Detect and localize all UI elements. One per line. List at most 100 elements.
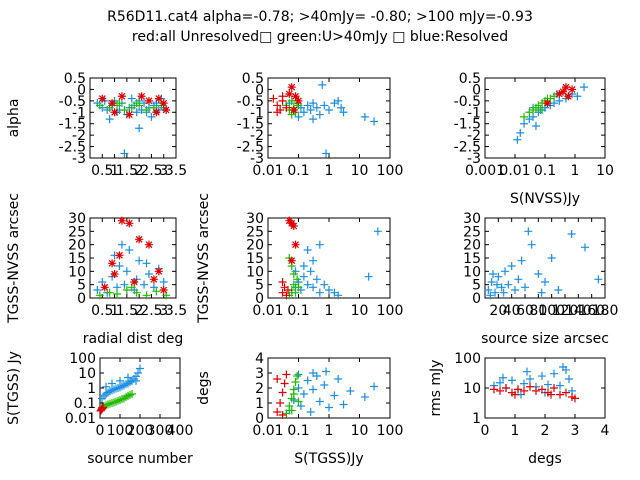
data-point [559,87,568,96]
x-tick-label: 20 [489,303,507,319]
series-red-star [98,92,171,119]
y-tick-label: -0.5 [59,94,86,110]
data-point [128,389,136,398]
x-tick-label: 180 [592,303,619,319]
y-tick-label: 0.01 [65,411,96,427]
x-tick-label: 0.01 [252,303,283,319]
data-point [520,379,528,388]
data-point [102,382,110,391]
data-point [502,384,510,392]
y-tick-label: -2 [467,128,481,144]
data-point [144,270,153,278]
data-point [106,399,114,408]
data-point [115,262,124,270]
x-tick-label: 1 [110,163,119,179]
series-red-plus [273,370,291,419]
data-point [564,92,573,101]
x-tick-label: 120 [552,303,579,319]
x-tick-label: 140 [565,303,592,319]
x-tick-label: 4 [601,423,610,439]
data-point [517,256,526,265]
data-point [282,103,291,112]
plot-frame [267,77,391,159]
data-point [127,103,136,112]
series-blue-plus [490,363,576,399]
data-point [125,246,134,254]
y-tick-label: 0 [472,82,481,98]
x-axis-label: S(TGSS)Jy [294,451,363,467]
data-point [360,393,369,401]
y-tick-label: 5 [77,278,86,294]
series-green-plus [282,372,303,418]
data-point [159,278,168,286]
data-point [287,256,296,265]
data-point [120,106,129,114]
y-tick-label: -2 [250,128,264,144]
data-point [490,385,498,394]
y-tick-label: -1 [467,105,481,121]
data-point [291,378,300,386]
data-point [594,275,603,284]
data-point [293,275,302,284]
data-point [278,278,287,286]
x-tick-label: 0.01 [499,163,530,179]
subplot-2: 0.01 0.1 1 10 100 0.50-0.5-1-1.5-2-2.5-3 [237,71,404,179]
x-tick-label: 0 [96,423,105,439]
data-point [100,283,109,292]
data-point [547,254,556,262]
data-point [291,288,300,297]
data-point [294,384,303,392]
data-point [294,112,303,121]
x-tick-label: 100 [377,423,404,439]
data-point [543,99,552,108]
data-point [291,240,300,249]
data-point [334,96,343,105]
y-tick-label: -3 [72,151,86,167]
data-point [149,283,158,292]
data-point [303,246,312,254]
data-point [136,364,144,373]
y-tick-label: 0 [255,82,264,98]
data-point [287,96,296,105]
data-point [561,83,570,92]
data-point [511,390,519,399]
series-green-plus [282,96,303,119]
x-axis-label: radial dist deg [83,331,183,347]
y-tick-label: -1.5 [237,117,264,133]
data-point [312,103,321,112]
data-point [112,397,120,406]
y-tick-label: 20 [68,238,86,254]
y-axis-label: rms mJy [428,360,444,417]
data-point [299,272,308,281]
data-point [100,391,108,400]
y-tick-label: 15 [463,251,481,267]
data-point [320,280,329,289]
y-tick-label: 0 [77,291,86,307]
series-red-star [285,83,303,114]
data-point [303,376,312,385]
y-tick-label: -2.5 [454,140,481,156]
series-green-plus [520,92,559,121]
data-point [289,270,298,278]
x-axis-label: degs [528,451,562,467]
x-tick-label: 1.5 [116,303,138,319]
series-green-plus [98,389,136,412]
data-point [520,386,528,395]
data-point [95,291,104,300]
y-tick-label: -1 [250,105,264,121]
y-axis-label: TGSS-NVSS arcsec [196,193,212,324]
x-tick-label: 1 [325,163,334,179]
data-point [325,286,333,294]
y-tick-label: 4 [255,351,264,367]
y-tick-label: -2.5 [237,140,264,156]
y-tick-label: 10 [68,264,86,280]
data-point [273,375,282,383]
data-point [559,363,567,372]
data-point [309,256,318,265]
data-point [140,280,149,289]
data-point [556,390,564,399]
data-point [93,286,102,294]
data-point [144,96,153,105]
data-point [294,96,303,105]
x-tick-label: 3.5 [165,163,187,179]
